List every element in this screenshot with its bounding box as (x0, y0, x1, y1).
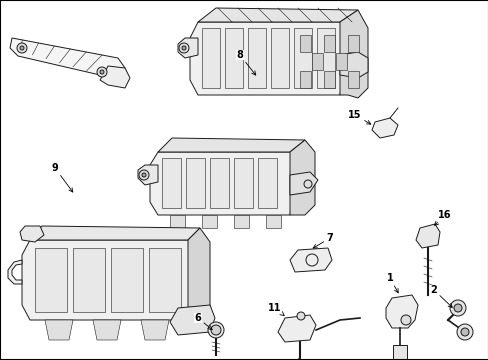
Polygon shape (258, 158, 276, 208)
Polygon shape (10, 38, 125, 80)
Polygon shape (371, 118, 397, 138)
Polygon shape (299, 35, 310, 52)
Polygon shape (150, 152, 297, 215)
Circle shape (460, 328, 468, 336)
Text: 4: 4 (0, 359, 1, 360)
Text: 15: 15 (347, 110, 370, 124)
Text: 9: 9 (52, 163, 73, 192)
Polygon shape (339, 10, 367, 98)
Text: 10: 10 (0, 359, 1, 360)
Text: 2: 2 (430, 285, 451, 307)
Polygon shape (162, 158, 181, 208)
Polygon shape (339, 52, 367, 78)
Polygon shape (278, 315, 315, 342)
Circle shape (453, 304, 461, 312)
Polygon shape (185, 158, 204, 208)
Polygon shape (289, 172, 317, 195)
Polygon shape (202, 215, 217, 228)
Circle shape (97, 67, 107, 77)
Text: 5: 5 (0, 359, 1, 360)
Text: 1: 1 (386, 273, 397, 293)
Polygon shape (20, 226, 44, 242)
Circle shape (139, 170, 149, 180)
Polygon shape (93, 320, 121, 340)
Polygon shape (289, 248, 331, 272)
Polygon shape (224, 28, 243, 88)
Polygon shape (247, 28, 265, 88)
Text: 6: 6 (194, 313, 212, 330)
Circle shape (100, 70, 104, 74)
Circle shape (182, 46, 185, 50)
Polygon shape (385, 295, 417, 328)
Polygon shape (392, 345, 406, 360)
Circle shape (304, 180, 311, 188)
Circle shape (142, 173, 146, 177)
Polygon shape (202, 28, 220, 88)
Polygon shape (45, 320, 73, 340)
Polygon shape (265, 215, 281, 228)
Polygon shape (190, 22, 347, 95)
Polygon shape (270, 28, 288, 88)
Circle shape (179, 43, 189, 53)
Circle shape (456, 324, 472, 340)
Polygon shape (347, 71, 358, 88)
Polygon shape (198, 8, 357, 22)
Polygon shape (335, 53, 346, 70)
Polygon shape (35, 248, 67, 312)
Text: 11: 11 (268, 303, 284, 316)
Polygon shape (316, 28, 334, 88)
Polygon shape (170, 215, 184, 228)
Polygon shape (187, 228, 209, 320)
Text: 7: 7 (312, 233, 333, 248)
Polygon shape (234, 215, 248, 228)
Polygon shape (415, 224, 439, 248)
Polygon shape (311, 53, 323, 70)
Polygon shape (138, 165, 158, 185)
Polygon shape (141, 320, 169, 340)
Circle shape (207, 322, 224, 338)
Polygon shape (324, 71, 334, 88)
Circle shape (296, 312, 305, 320)
Polygon shape (324, 35, 334, 52)
Polygon shape (178, 38, 198, 58)
Polygon shape (8, 260, 22, 284)
Circle shape (20, 46, 24, 50)
Circle shape (400, 315, 410, 325)
Text: 16: 16 (434, 210, 451, 225)
Circle shape (17, 43, 27, 53)
Polygon shape (289, 140, 314, 215)
Polygon shape (158, 138, 305, 152)
Polygon shape (149, 248, 181, 312)
Text: 3: 3 (0, 359, 1, 360)
Polygon shape (111, 248, 142, 312)
Text: 8: 8 (236, 50, 255, 75)
Polygon shape (234, 158, 252, 208)
Circle shape (210, 325, 221, 335)
Text: 13: 13 (0, 359, 1, 360)
Circle shape (449, 300, 465, 316)
Polygon shape (73, 248, 105, 312)
Polygon shape (209, 158, 228, 208)
Polygon shape (170, 305, 215, 335)
Text: 12: 12 (0, 359, 1, 360)
Text: 14: 14 (0, 359, 1, 360)
Polygon shape (347, 35, 358, 52)
Polygon shape (293, 28, 311, 88)
Polygon shape (30, 226, 200, 240)
Polygon shape (299, 71, 310, 88)
Polygon shape (100, 66, 130, 88)
Polygon shape (22, 240, 196, 320)
